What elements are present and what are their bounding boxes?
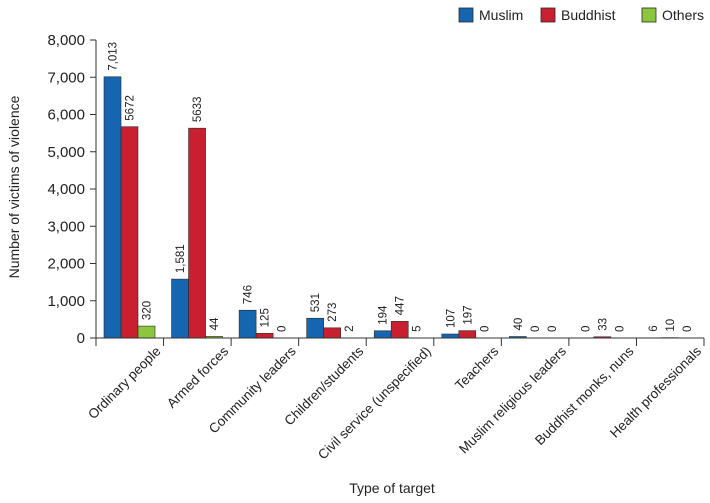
bars: [104, 77, 678, 338]
data-label-buddhist-buddhist-monks-nuns: 33: [597, 318, 609, 331]
y-axis: 0 1,000 2,000 3,000 4,000 5,000 6,000 7,000 8,00…: [47, 32, 96, 347]
y-tick-label: 3,000: [47, 218, 85, 235]
bar-buddhist-children-students: [324, 328, 341, 338]
bar-muslim-children-students: [307, 318, 324, 338]
data-label-others-muslim-religious-leaders: 0: [547, 326, 559, 332]
x-tick-label-civil-service-unspecified: Civil service (unspecified): [315, 344, 434, 463]
data-label-buddhist-teachers: 197: [462, 305, 474, 324]
legend: Muslim Buddhist Others: [459, 7, 704, 23]
bar-buddhist-civil-service-unspecified: [391, 321, 408, 338]
data-label-others-ordinary-people: 320: [142, 301, 154, 320]
bar-buddhist-ordinary-people: [121, 127, 138, 338]
x-tick-label-ordinary-people: Ordinary people: [85, 344, 164, 423]
data-label-buddhist-children-students: 273: [327, 303, 339, 322]
legend-label-others: Others: [662, 7, 704, 23]
data-label-others-teachers: 0: [479, 326, 491, 332]
data-label-buddhist-ordinary-people: 5672: [125, 95, 137, 121]
legend-swatch-muslim: [459, 8, 473, 22]
y-tick-label: 1,000: [47, 293, 85, 310]
data-label-others-children-students: 2: [344, 326, 356, 332]
data-label-muslim-ordinary-people: 7,013: [108, 42, 120, 71]
data-label-muslim-armed-forces: 1,581: [175, 244, 187, 273]
data-label-buddhist-civil-service-unspecified: 447: [395, 296, 407, 315]
data-label-muslim-muslim-religious-leaders: 40: [513, 318, 525, 331]
bar-buddhist-armed-forces: [189, 128, 206, 338]
data-label-muslim-health-professionals: 6: [648, 325, 660, 331]
x-axis-title: Type of target: [349, 480, 435, 496]
bar-buddhist-community-leaders: [256, 333, 273, 338]
x-tick-label-teachers: Teachers: [452, 343, 502, 393]
data-label-muslim-teachers: 107: [445, 309, 457, 328]
y-axis-title: Number of victims of violence: [6, 95, 22, 278]
bar-muslim-ordinary-people: [104, 77, 121, 338]
legend-label-buddhist: Buddhist: [561, 7, 616, 23]
data-label-others-community-leaders: 0: [277, 326, 289, 332]
x-tick-label-armed-forces: Armed forces: [164, 343, 232, 411]
legend-label-muslim: Muslim: [479, 7, 523, 23]
legend-swatch-others: [642, 8, 656, 22]
data-label-muslim-buddhist-monks-nuns: 0: [580, 326, 592, 332]
bar-muslim-civil-service-unspecified: [374, 331, 391, 338]
data-label-others-civil-service-unspecified: 5: [412, 325, 424, 331]
y-tick-label: 2,000: [47, 256, 85, 273]
legend-swatch-buddhist: [541, 8, 555, 22]
bar-muslim-community-leaders: [239, 310, 256, 338]
bar-others-ordinary-people: [138, 326, 155, 338]
bar-buddhist-teachers: [459, 331, 476, 338]
data-label-others-health-professionals: 0: [682, 326, 694, 332]
data-label-buddhist-health-professionals: 10: [665, 319, 677, 332]
y-tick-label: 8,000: [47, 32, 85, 49]
y-tick-label: 0: [77, 330, 85, 347]
y-tick-label: 5,000: [47, 144, 85, 161]
data-label-others-buddhist-monks-nuns: 0: [614, 326, 626, 332]
y-tick-label: 7,000: [47, 69, 85, 86]
data-label-buddhist-muslim-religious-leaders: 0: [530, 326, 542, 332]
data-label-buddhist-community-leaders: 125: [260, 308, 272, 327]
data-label-others-armed-forces: 44: [209, 317, 221, 330]
data-label-buddhist-armed-forces: 5633: [192, 97, 204, 123]
bar-muslim-teachers: [442, 334, 459, 338]
bar-muslim-armed-forces: [172, 279, 189, 338]
y-tick-label: 6,000: [47, 107, 85, 124]
data-label-muslim-civil-service-unspecified: 194: [378, 305, 390, 325]
data-label-muslim-community-leaders: 746: [243, 285, 255, 304]
y-tick-label: 4,000: [47, 181, 85, 198]
data-label-muslim-children-students: 531: [310, 293, 322, 312]
